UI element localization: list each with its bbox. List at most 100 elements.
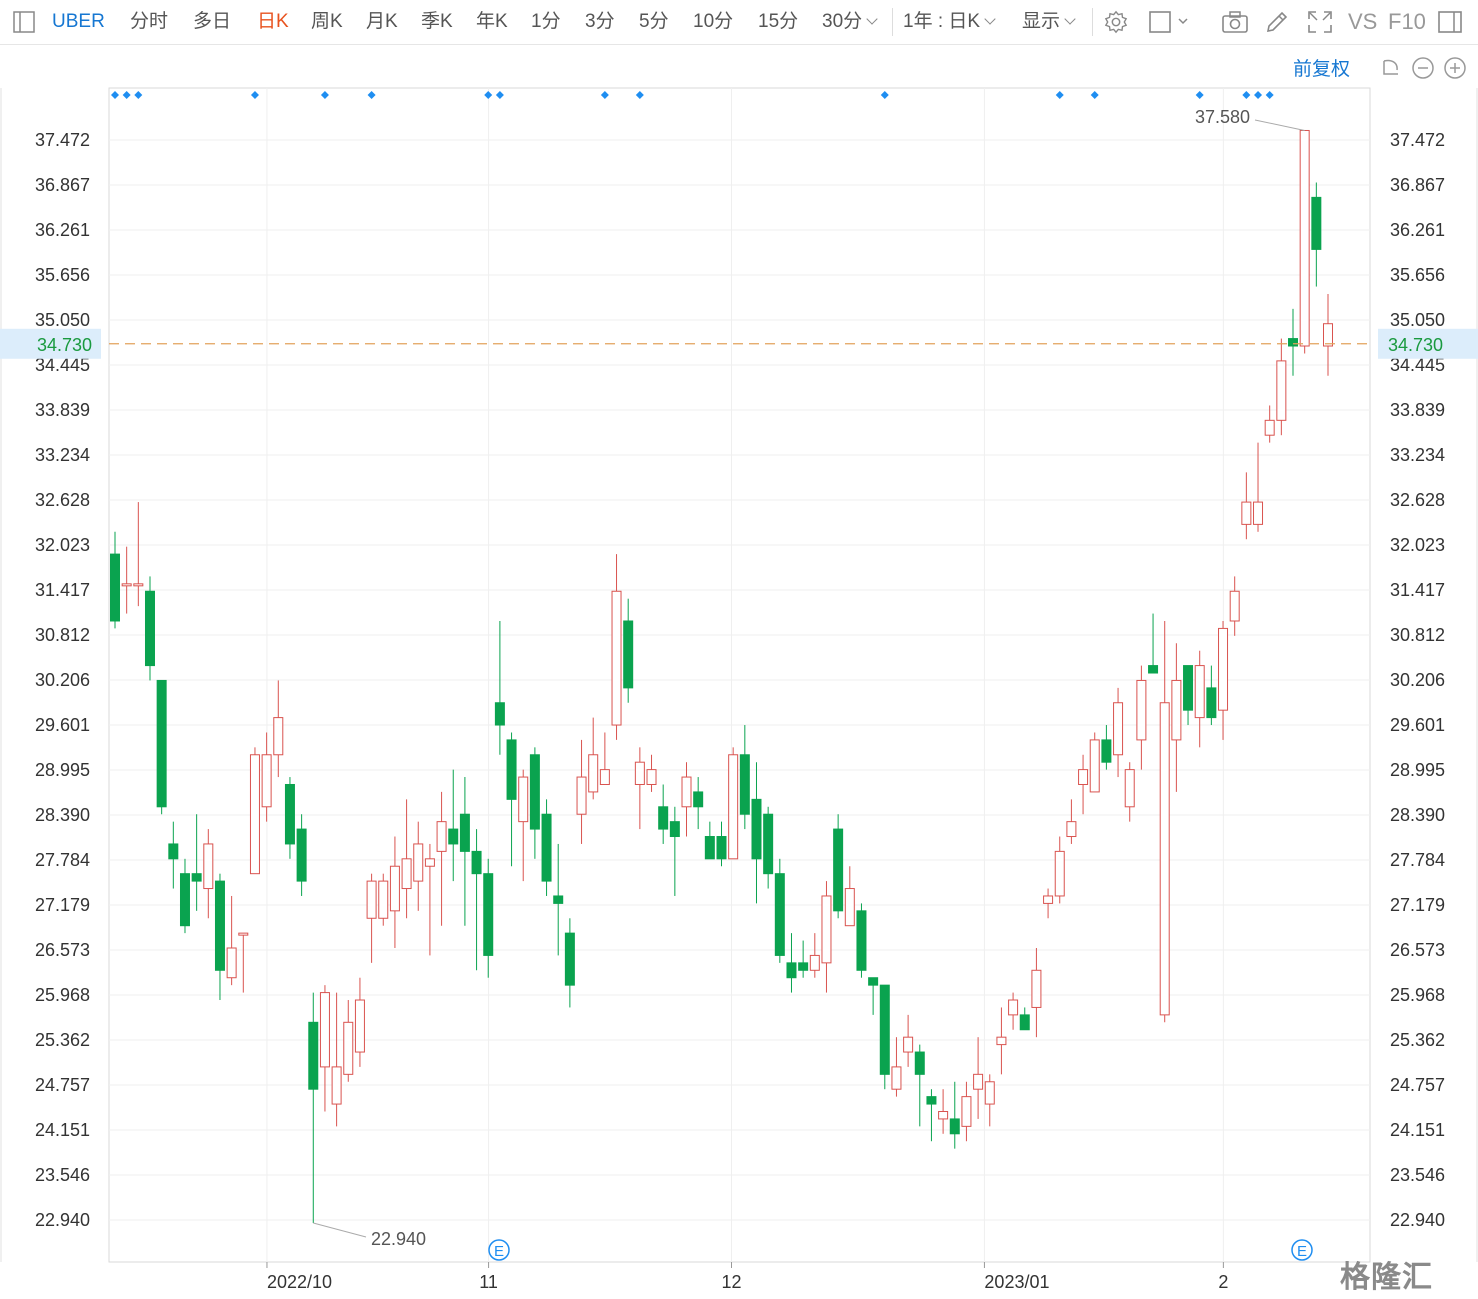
y-tick-label-right: 24.151 [1390, 1120, 1445, 1140]
candle-body [1183, 665, 1194, 711]
candle-body [669, 821, 680, 838]
candle-body [553, 895, 564, 904]
candle-body [728, 754, 739, 860]
candle [891, 1037, 902, 1097]
signal-marker-icon [1055, 91, 1064, 99]
candle [739, 725, 750, 830]
candlestick-chart[interactable]: 37.472 36.867 36.261 35.656 35.050 34.445 33.8… [0, 44, 1478, 1299]
candle [1194, 650, 1205, 748]
candle-body [786, 962, 797, 979]
panel-icon[interactable] [1437, 10, 1463, 34]
tab-period-3min[interactable]: 3分 [585, 11, 615, 32]
candle-body [273, 717, 284, 756]
tab-period-multiday[interactable]: 多日 [193, 11, 232, 32]
candle [1218, 620, 1229, 740]
candle [389, 836, 400, 948]
y-tick-label-left: 37.472 [35, 130, 90, 150]
candle [1171, 643, 1182, 792]
candle [1229, 576, 1240, 636]
y-tick-label-right: 35.050 [1390, 310, 1445, 330]
adjust-mode-button[interactable]: 前复权 [1293, 59, 1351, 80]
candle [903, 1014, 914, 1067]
candle [798, 940, 809, 978]
camera-icon[interactable] [1221, 10, 1249, 34]
candle-body [529, 754, 540, 830]
earnings-event-label: E [494, 1243, 504, 1260]
y-tick-label-left: 27.179 [35, 895, 90, 915]
y-tick-label-right: 29.601 [1390, 715, 1445, 735]
display-select[interactable]: 显示 [1022, 8, 1076, 36]
zoom-out-icon[interactable] [1412, 57, 1434, 79]
candle [1183, 665, 1194, 726]
candle-body [121, 583, 132, 587]
candle-body [716, 836, 727, 860]
candle-body [156, 679, 167, 808]
tab-period-year-k[interactable]: 年K [476, 11, 508, 32]
y-tick-label-right: 28.995 [1390, 760, 1445, 780]
tab-period-30min[interactable]: 30分 [822, 8, 878, 36]
candle-body [448, 828, 459, 845]
y-tick-label-right: 36.867 [1390, 175, 1445, 195]
candle [296, 814, 307, 896]
candle [774, 858, 785, 963]
candle-body [179, 873, 190, 927]
candle [156, 679, 167, 815]
gear-icon[interactable] [1103, 10, 1129, 34]
candle [973, 1037, 984, 1119]
candle [1264, 405, 1275, 443]
candles [110, 129, 1333, 1223]
range-select[interactable]: 1年 : 日K [903, 8, 996, 36]
tab-period-day-k[interactable]: 日K [257, 11, 289, 32]
y-tick-label-left: 30.812 [35, 625, 90, 645]
tab-period-month-k[interactable]: 月K [366, 11, 398, 32]
candle [436, 791, 447, 926]
last-price-label-right: 34.730 [1388, 335, 1443, 355]
y-tick-label-left: 25.362 [35, 1030, 90, 1050]
sidebar-toggle-icon[interactable] [12, 10, 36, 34]
tab-period-5min[interactable]: 5分 [639, 11, 669, 32]
candle [1206, 665, 1217, 726]
tab-period-1min[interactable]: 1分 [531, 11, 561, 32]
y-tick-label-right: 27.784 [1390, 850, 1445, 870]
candle-body [1113, 702, 1124, 756]
vs-button[interactable]: VS [1348, 9, 1378, 34]
candle-body [203, 843, 214, 890]
candle [401, 799, 412, 919]
candle [1159, 620, 1170, 1023]
candle-body [366, 880, 377, 919]
fullscreen-icon[interactable] [1306, 10, 1334, 34]
checkbox-icon[interactable] [1148, 10, 1194, 34]
signal-marker-icon [1195, 91, 1204, 99]
f10-button[interactable]: F10 [1388, 9, 1426, 34]
y-tick-label-left: 35.656 [35, 265, 90, 285]
max-leader-line [1254, 119, 1305, 131]
tab-period-fenshi[interactable]: 分时 [130, 11, 169, 32]
candle-body [798, 962, 809, 971]
zoom-in-icon[interactable] [1444, 57, 1466, 79]
y-tick-label-left: 33.234 [35, 445, 90, 465]
toolbar: UBER 分时 多日 日K 周K 月K 季K 年K 1分 3分 5分 10分 1… [0, 0, 1478, 45]
pencil-icon[interactable] [1264, 10, 1290, 34]
candle-body [1218, 627, 1229, 711]
symbol-label[interactable]: UBER [52, 11, 105, 32]
tab-period-15min[interactable]: 15分 [758, 11, 799, 32]
tab-period-week-k[interactable]: 周K [311, 11, 343, 32]
undo-icon[interactable] [1383, 59, 1398, 75]
candle-body [1078, 769, 1089, 785]
signal-marker-icon [1254, 91, 1263, 99]
candle [1253, 442, 1264, 532]
candle [366, 873, 377, 963]
signal-marker-icon [134, 91, 143, 99]
tab-period-quarter-k[interactable]: 季K [421, 11, 453, 32]
candle-body [518, 776, 529, 823]
signal-marker-icon [880, 91, 889, 99]
candle-body [949, 1118, 960, 1135]
tab-period-10min[interactable]: 10分 [693, 11, 734, 32]
candle-body [1066, 821, 1077, 838]
tab-period-30min-label: 30分 [822, 11, 863, 32]
chevron-down-icon [1064, 13, 1076, 25]
x-tick-label: 2023/01 [984, 1272, 1049, 1292]
range-select-label: 1年 : 日K [903, 11, 981, 32]
candle-body [611, 590, 622, 726]
earnings-event-marker: E [1291, 1239, 1313, 1261]
